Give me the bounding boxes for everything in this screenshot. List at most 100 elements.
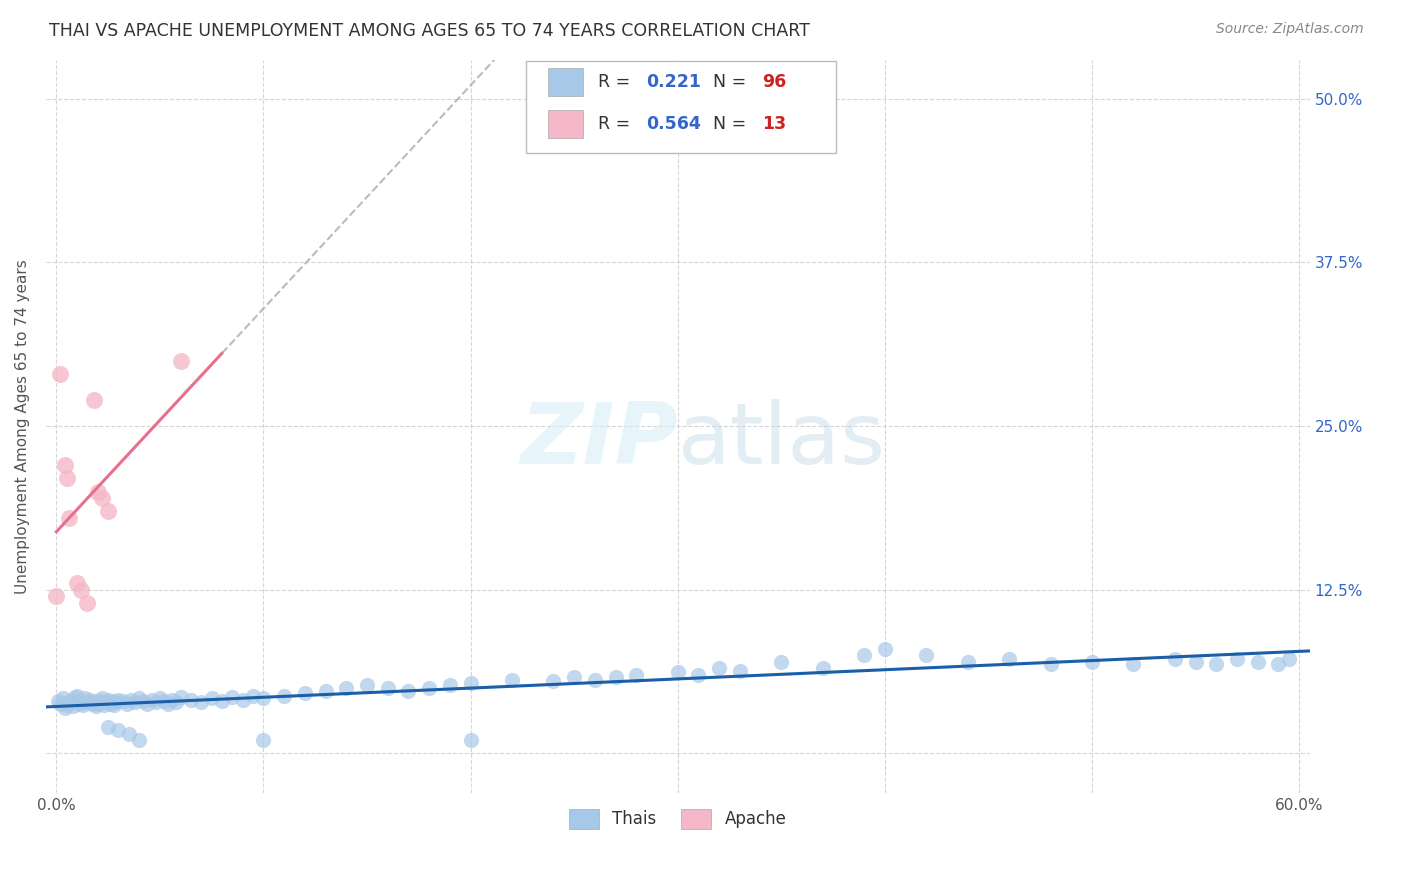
Point — [97, 504, 120, 518]
Point — [45, 589, 67, 603]
Point — [53, 458, 76, 473]
Point — [294, 686, 316, 700]
Point — [162, 692, 184, 706]
Point — [149, 691, 172, 706]
Point — [956, 655, 979, 669]
Point — [169, 690, 191, 704]
Point — [728, 664, 751, 678]
Point — [58, 695, 80, 709]
Point — [97, 720, 120, 734]
Point — [252, 691, 274, 706]
Point — [180, 692, 202, 706]
Point — [232, 692, 254, 706]
Y-axis label: Unemployment Among Ages 65 to 74 years: Unemployment Among Ages 65 to 74 years — [15, 259, 30, 593]
Point — [377, 681, 399, 695]
Point — [83, 694, 105, 708]
Text: R =: R = — [598, 115, 636, 133]
Point — [356, 678, 378, 692]
Point — [153, 694, 176, 708]
Point — [48, 694, 70, 708]
Point — [915, 648, 938, 663]
Point — [460, 733, 482, 747]
Point — [1226, 652, 1249, 666]
Point — [124, 695, 146, 709]
Text: ZIP: ZIP — [520, 400, 678, 483]
Text: 13: 13 — [762, 115, 786, 133]
Point — [145, 695, 167, 709]
Point — [562, 670, 585, 684]
Point — [87, 697, 110, 711]
Point — [688, 668, 710, 682]
Point — [128, 733, 150, 747]
Point — [1164, 652, 1187, 666]
Point — [87, 484, 110, 499]
Point — [583, 673, 606, 687]
Point — [49, 697, 72, 711]
Point — [107, 723, 129, 737]
Point — [80, 697, 103, 711]
Point — [157, 697, 180, 711]
Point — [66, 689, 89, 703]
Text: Source: ZipAtlas.com: Source: ZipAtlas.com — [1216, 22, 1364, 37]
Point — [107, 692, 129, 706]
Point — [55, 471, 77, 485]
Point — [770, 655, 793, 669]
Point — [418, 681, 440, 695]
Point — [118, 727, 141, 741]
Point — [89, 694, 111, 708]
Point — [439, 678, 461, 692]
Point — [398, 683, 420, 698]
Point — [103, 698, 125, 712]
Point — [1039, 657, 1062, 672]
Point — [70, 582, 93, 597]
Text: 0.564: 0.564 — [647, 115, 702, 133]
Point — [90, 691, 112, 706]
Point — [201, 691, 224, 706]
Point — [115, 697, 138, 711]
Point — [76, 596, 98, 610]
Point — [132, 694, 155, 708]
Text: N =: N = — [702, 115, 751, 133]
Point — [252, 733, 274, 747]
Point — [53, 700, 76, 714]
Point — [83, 392, 105, 407]
Text: atlas: atlas — [678, 400, 886, 483]
Point — [1122, 657, 1144, 672]
Point — [626, 668, 648, 682]
FancyBboxPatch shape — [547, 111, 583, 138]
Point — [97, 692, 120, 706]
Text: 0.221: 0.221 — [647, 72, 702, 91]
Point — [211, 694, 233, 708]
Text: 96: 96 — [762, 72, 786, 91]
Point — [605, 670, 627, 684]
Point — [111, 694, 134, 708]
Point — [75, 691, 97, 706]
Point — [84, 699, 107, 714]
Point — [273, 689, 295, 703]
Point — [98, 697, 121, 711]
Point — [67, 697, 90, 711]
Point — [169, 353, 191, 368]
Point — [72, 698, 94, 712]
Point — [62, 699, 84, 714]
Point — [315, 683, 337, 698]
Point — [94, 695, 117, 709]
Point — [501, 673, 523, 687]
Point — [221, 690, 243, 704]
Point — [1184, 655, 1206, 669]
FancyBboxPatch shape — [547, 68, 583, 95]
Point — [70, 694, 93, 708]
Point — [1247, 655, 1270, 669]
Point — [93, 698, 115, 712]
Point — [66, 576, 89, 591]
Point — [998, 652, 1021, 666]
Point — [79, 692, 101, 706]
Point — [58, 510, 80, 524]
Point — [873, 641, 896, 656]
Point — [190, 695, 212, 709]
Point — [105, 695, 128, 709]
Point — [666, 665, 689, 680]
Point — [811, 661, 834, 675]
FancyBboxPatch shape — [526, 61, 835, 153]
Text: THAI VS APACHE UNEMPLOYMENT AMONG AGES 65 TO 74 YEARS CORRELATION CHART: THAI VS APACHE UNEMPLOYMENT AMONG AGES 6… — [49, 22, 810, 40]
